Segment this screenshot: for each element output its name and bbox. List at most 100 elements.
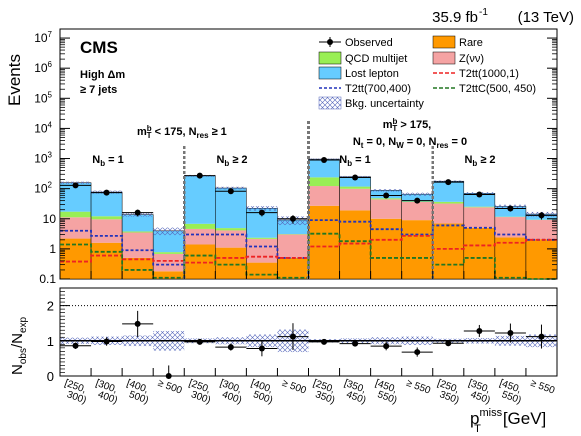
group-label-mtb-low: mb T < 175, Nres ≥ 1 (137, 124, 227, 140)
bar-rare-15 (525, 239, 557, 279)
bar-rare-11 (401, 220, 433, 279)
x-tick-labels: [250,300)[300,400)[400,500)≥ 500 [250,300… (63, 378, 557, 407)
y-axis: 0.1 1 10 102 103 104 105 106 107 (34, 30, 557, 286)
observed-point-15 (538, 212, 545, 219)
legend-swatch-1 (432, 35, 456, 49)
x-tick-label-12: [250,350) (432, 378, 464, 407)
bar-rare-8 (308, 205, 340, 279)
bar-z--12 (432, 203, 464, 224)
ratio-point-7 (289, 333, 296, 340)
bar-z--13 (463, 207, 495, 228)
legend-label-1: Rare (459, 37, 483, 49)
y-tick-label-0: 1 (49, 242, 56, 256)
bar-qcd-multijet-2 (122, 231, 154, 233)
bar-qcd-multijet-0 (60, 211, 92, 218)
y-tick-label-2: 102 (34, 181, 52, 196)
bar-qcd-multijet-6 (246, 237, 278, 239)
y-tick-label-5: 105 (34, 90, 52, 105)
ratio-point-2 (134, 320, 141, 327)
bar-z--14 (494, 217, 526, 238)
lumi-exponent: -1 (479, 7, 488, 18)
ratio-y-tick-label-1: 1 (47, 334, 54, 349)
bar-z--5 (215, 230, 247, 248)
bar-z--7 (277, 234, 309, 258)
legend-label-7: T2ttC(500, 450) (459, 83, 536, 95)
ratio-reference-lines (60, 305, 557, 342)
region-label-high-dm: High Δm (80, 69, 125, 81)
bar-z--3 (153, 253, 185, 272)
y-tick-label-4: 104 (34, 120, 52, 135)
ratio-y-tick-label-0: 0 (47, 369, 54, 384)
observed-point-13 (476, 191, 483, 198)
bar-lost-lepton-5 (215, 188, 247, 229)
group-label-mtb-low-text: mb T < 175, Nres ≥ 1 (137, 124, 227, 140)
observed-point-12 (445, 179, 452, 186)
ratio-y-axis: 0 1 2 (47, 291, 557, 384)
bar-rare-2 (122, 257, 154, 279)
x-tick-label-10: [450,550) (370, 378, 402, 407)
observed-point-8 (321, 157, 328, 164)
observed-point-1 (103, 189, 110, 196)
observed-point-6 (258, 209, 265, 216)
bar-rare-13 (463, 227, 495, 279)
observed-point-2 (134, 209, 141, 216)
observed-point-11 (414, 197, 421, 204)
energy-label: (13 TeV) (518, 9, 574, 26)
bar-z--9 (339, 188, 371, 211)
signal-line-0 (60, 219, 557, 266)
region-dividers (183, 119, 434, 279)
bar-rare-10 (370, 218, 402, 279)
bar-lost-lepton-8 (308, 159, 340, 178)
legend-label-6: T2tt(700,400) (345, 83, 411, 95)
y-tick-label-3: 103 (34, 151, 52, 166)
legend-label-8: Bkg. uncertainty (345, 98, 424, 110)
bar-rare-6 (246, 262, 278, 279)
ratio-point-14 (507, 330, 514, 337)
observed-point-10 (383, 192, 390, 199)
observed-point-5 (227, 188, 234, 195)
bar-qcd-multijet-5 (215, 228, 247, 231)
bar-lost-lepton-13 (463, 193, 495, 207)
uncertainty-band-3 (153, 227, 185, 236)
bar-z--8 (308, 186, 340, 206)
bar-z--11 (401, 202, 433, 221)
bar-qcd-multijet-12 (432, 201, 464, 204)
ratio-point-1 (103, 338, 110, 345)
x-tick-label-13: [350,450) (463, 378, 495, 407)
bar-rare-7 (277, 257, 309, 279)
x-axis-title: pmiss T[GeV] (470, 407, 546, 435)
ratio-point-15 (538, 333, 545, 340)
region-label-1: Nb ≥ 2 (216, 154, 247, 168)
bar-lost-lepton-4 (184, 175, 216, 224)
region-labels: Nb = 1 Nb ≥ 2 Nb = 1 Nb ≥ 2 (92, 154, 495, 168)
bar-rare-3 (153, 271, 185, 279)
bar-qcd-multijet-9 (339, 186, 371, 189)
group-label-mtb-high-line2: Nt = 0, NW = 0, Nres = 0 (353, 136, 467, 150)
region-label-0: Nb = 1 (92, 154, 124, 168)
uncertainty-band-11 (401, 192, 433, 196)
lumi-label: 35.9 fb (432, 9, 478, 26)
x-ticks-main (59, 271, 558, 279)
bar-qcd-multijet-8 (308, 177, 340, 187)
region-label-njets: ≥ 7 jets (80, 84, 117, 96)
legend-swatch-4 (318, 66, 342, 80)
legend-swatch-2 (318, 51, 342, 65)
bar-z--2 (122, 232, 154, 258)
uncertainty-band-5 (215, 186, 247, 190)
y-tick-label-7: 107 (34, 30, 52, 45)
legend-label-3: Z(νν) (459, 53, 484, 65)
ratio-y-axis-title: Nobs/Nexp (9, 316, 29, 375)
ratio-points (60, 310, 557, 379)
x-tick-label-6: [400,500) (246, 378, 278, 407)
ratio-point-6 (258, 345, 265, 352)
bar-z--1 (91, 219, 123, 243)
bar-lost-lepton-3 (153, 230, 185, 253)
ratio-point-3 (165, 373, 172, 379)
bar-lost-lepton-1 (91, 192, 123, 217)
bar-qcd-multijet-4 (184, 223, 216, 229)
ratio-point-4 (196, 338, 203, 345)
x-tick-label-2: [400,500) (122, 378, 154, 407)
ratio-point-11 (414, 349, 421, 356)
ratio-plot: 0 1 2 (47, 287, 558, 384)
y-tick-label-6: 106 (34, 60, 52, 75)
